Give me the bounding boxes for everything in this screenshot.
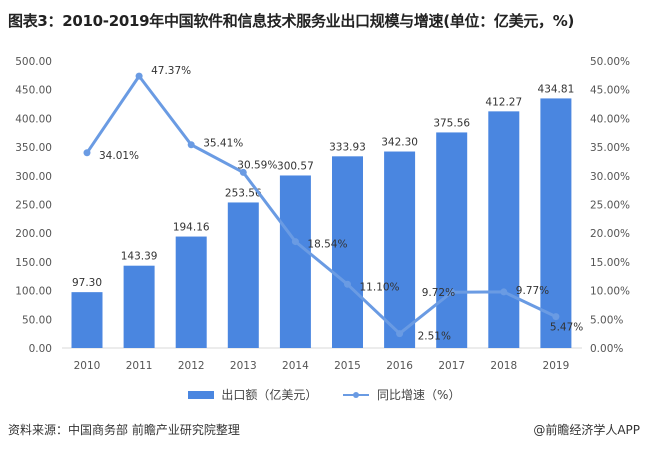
line-point xyxy=(448,288,456,296)
x-tick: 2013 xyxy=(230,360,257,372)
x-tick: 2014 xyxy=(282,360,309,372)
bar xyxy=(384,151,416,348)
growth-line xyxy=(85,74,557,336)
bar xyxy=(175,236,207,348)
bar-data-label: 333.93 xyxy=(329,141,366,153)
line-point xyxy=(500,288,508,296)
bar xyxy=(436,132,468,348)
bar-data-label: 375.56 xyxy=(433,117,470,129)
y-left-tick: 0.00 xyxy=(29,343,52,355)
y-left-tick: 250.00 xyxy=(15,200,52,212)
x-tick: 2012 xyxy=(178,360,205,372)
line-point xyxy=(83,149,91,157)
y-left-tick: 150.00 xyxy=(15,257,52,269)
bar-data-label: 143.39 xyxy=(121,251,158,263)
line-data-label: 9.77% xyxy=(516,285,549,297)
y-right-tick: 10.00% xyxy=(590,286,630,298)
line-point xyxy=(135,72,143,80)
chart-title: 图表3：2010-2019年中国软件和信息技术服务业出口规模与增速(单位：亿美元… xyxy=(8,12,575,30)
y-left-tick: 50.00 xyxy=(22,314,52,326)
y-right-tick: 50.00% xyxy=(590,56,630,68)
line-point xyxy=(291,238,299,246)
y-right-tick: 15.00% xyxy=(590,257,630,269)
line-data-label: 9.72% xyxy=(422,287,455,299)
line-data-label: 18.54% xyxy=(307,239,347,251)
line-point xyxy=(239,168,247,176)
line-data-label: 2.51% xyxy=(418,331,451,343)
y-right-tick: 20.00% xyxy=(590,228,630,240)
y-right-tick: 45.00% xyxy=(590,85,630,97)
legend-line-swatch xyxy=(343,391,370,398)
bar xyxy=(227,202,259,348)
y-right-tick: 35.00% xyxy=(590,142,630,154)
x-tick: 2016 xyxy=(386,360,413,372)
y-right-tick: 0.00% xyxy=(590,343,623,355)
line-point xyxy=(344,280,351,288)
legend: 出口额（亿美元） 同比增速（%） xyxy=(0,386,648,403)
line-point xyxy=(396,330,404,338)
y-right-tick: 30.00% xyxy=(590,171,630,183)
y-left-tick: 500.00 xyxy=(15,56,52,68)
legend-bar-label: 出口额（亿美元） xyxy=(221,388,318,402)
line-data-label: 30.59% xyxy=(237,159,277,171)
y-right-tick: 5.00% xyxy=(590,314,623,326)
y-left-tick: 400.00 xyxy=(15,113,52,125)
bar-data-label: 194.16 xyxy=(173,222,210,234)
x-tick: 2015 xyxy=(334,360,361,372)
line-data-label: 35.41% xyxy=(203,138,243,150)
y-left-tick: 450.00 xyxy=(15,85,52,97)
bar-data-label: 253.56 xyxy=(225,187,262,199)
y-right-tick: 25.00% xyxy=(590,200,630,212)
bar xyxy=(488,111,520,348)
bar xyxy=(123,265,155,348)
x-tick: 2018 xyxy=(490,360,517,372)
y-left-tick: 200.00 xyxy=(15,228,52,240)
line-data-label: 34.01% xyxy=(99,150,139,162)
bar xyxy=(332,156,363,348)
bar-data-label: 412.27 xyxy=(485,96,522,108)
line-data-label: 5.47% xyxy=(550,322,583,334)
brand-credit: @前瞻经济学人APP xyxy=(533,423,640,437)
bar-data-label: 97.30 xyxy=(72,277,102,289)
bar xyxy=(279,175,311,348)
bar-data-label: 434.81 xyxy=(538,83,575,95)
y-left-tick: 350.00 xyxy=(15,142,52,154)
bar-data-label: 300.57 xyxy=(277,160,314,172)
legend-bar-swatch xyxy=(187,390,214,399)
x-tick: 2017 xyxy=(438,360,465,372)
y-left-tick: 100.00 xyxy=(15,286,52,298)
x-tick: 2010 xyxy=(74,360,101,372)
source-note: 资料来源：中国商务部 前瞻产业研究院整理 xyxy=(8,423,240,437)
line-point xyxy=(187,141,195,149)
bar xyxy=(71,292,103,348)
x-tick: 2019 xyxy=(543,360,570,372)
line-data-label: 47.37% xyxy=(151,65,191,77)
bar-data-label: 342.30 xyxy=(381,137,418,149)
bar xyxy=(540,98,572,348)
y-right-tick: 40.00% xyxy=(590,113,630,125)
line-data-label: 11.10% xyxy=(360,281,400,293)
y-left-tick: 300.00 xyxy=(15,171,52,183)
line-point xyxy=(552,313,560,321)
x-tick: 2011 xyxy=(126,360,153,372)
legend-line-label: 同比增速（%） xyxy=(377,388,461,402)
